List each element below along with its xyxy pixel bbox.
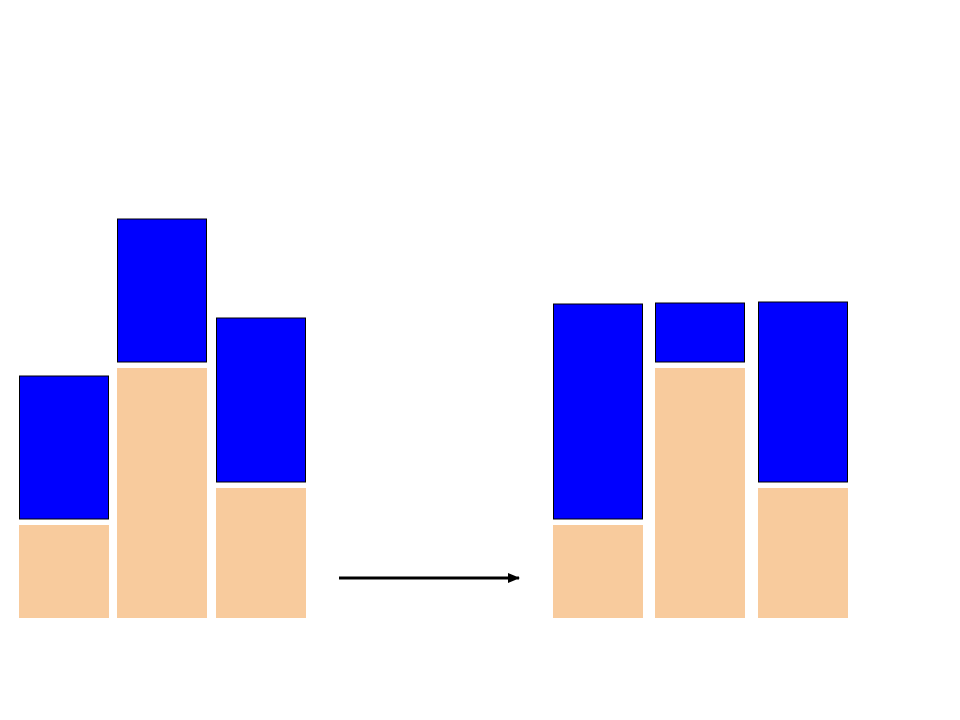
before-arrangement [19,218,306,618]
after-column-3-top-block [758,301,848,483]
after-column-1-top-block [553,303,643,520]
before-column-1-bottom-block [19,525,109,618]
before-column-2-top-block [117,218,207,363]
after-column-1-bottom-block [553,525,643,618]
after-arrangement [553,301,848,618]
after-column-2-top-block [655,302,745,363]
before-column-1-top-block [19,375,109,520]
before-column-3-top-block [216,317,306,483]
before-column-2-bottom-block [117,368,207,618]
after-column-2-bottom-block [655,368,745,618]
after-column-3-bottom-block [758,488,848,618]
before-column-3-bottom-block [216,488,306,618]
